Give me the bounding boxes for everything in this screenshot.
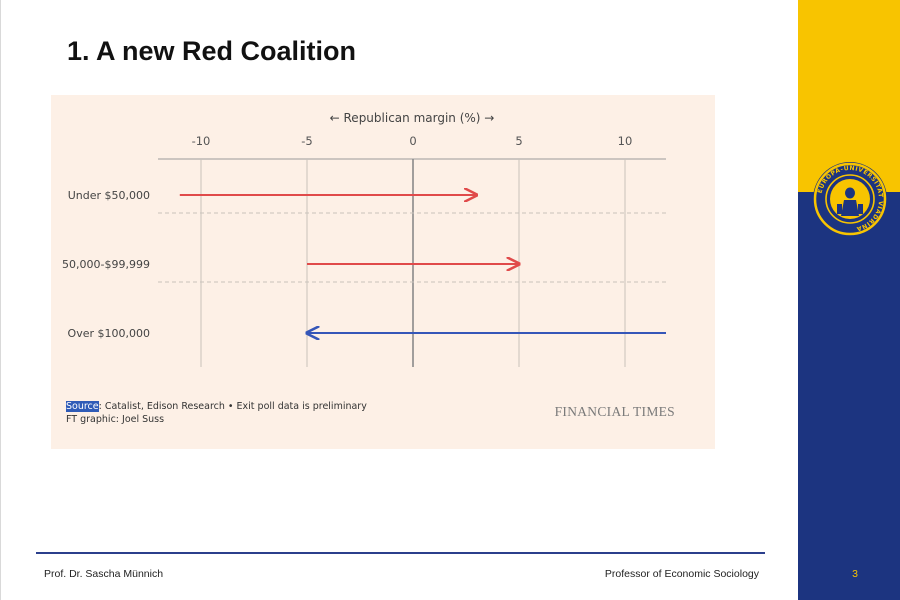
x-tick-label: 5 <box>515 134 522 148</box>
page-number: 3 <box>852 568 858 580</box>
x-tick-label: 10 <box>618 134 633 148</box>
slide-edge <box>0 0 1 600</box>
source-note: Source: Catalist, Edison Research • Exit… <box>66 400 367 426</box>
x-tick-label: -10 <box>192 134 211 148</box>
category-label: 50,000-$99,999 <box>62 258 150 271</box>
x-tick-label: -5 <box>301 134 312 148</box>
footer-department: Professor of Economic Sociology <box>604 568 759 580</box>
slide-title: 1. A new Red Coalition <box>67 36 357 66</box>
source-text: : Catalist, Edison Research • Exit poll … <box>98 401 367 412</box>
footer-author: Prof. Dr. Sascha Münnich <box>44 568 164 580</box>
source-key: Source <box>66 401 99 412</box>
chart-panel: ← Republican margin (%) → -10 -5 0 5 10 Unde… <box>51 95 715 449</box>
university-seal-icon: EUROPA-UNIVERSITÄT VIADRINA <box>813 162 887 236</box>
margin-arrow-chart: ← Republican margin (%) → -10 -5 0 5 10 Unde… <box>62 111 666 367</box>
graphic-credit: FT graphic: Joel Suss <box>66 414 165 425</box>
financial-times-logo: FINANCIAL TIMES <box>554 404 675 419</box>
chart-axis-title: ← Republican margin (%) → <box>330 111 495 125</box>
category-label: Over $100,000 <box>68 327 150 340</box>
footer-divider <box>36 552 765 554</box>
category-label: Under $50,000 <box>68 189 150 202</box>
x-tick-label: 0 <box>409 134 416 148</box>
brand-band-yellow <box>798 0 900 192</box>
brand-band-blue <box>798 192 900 600</box>
